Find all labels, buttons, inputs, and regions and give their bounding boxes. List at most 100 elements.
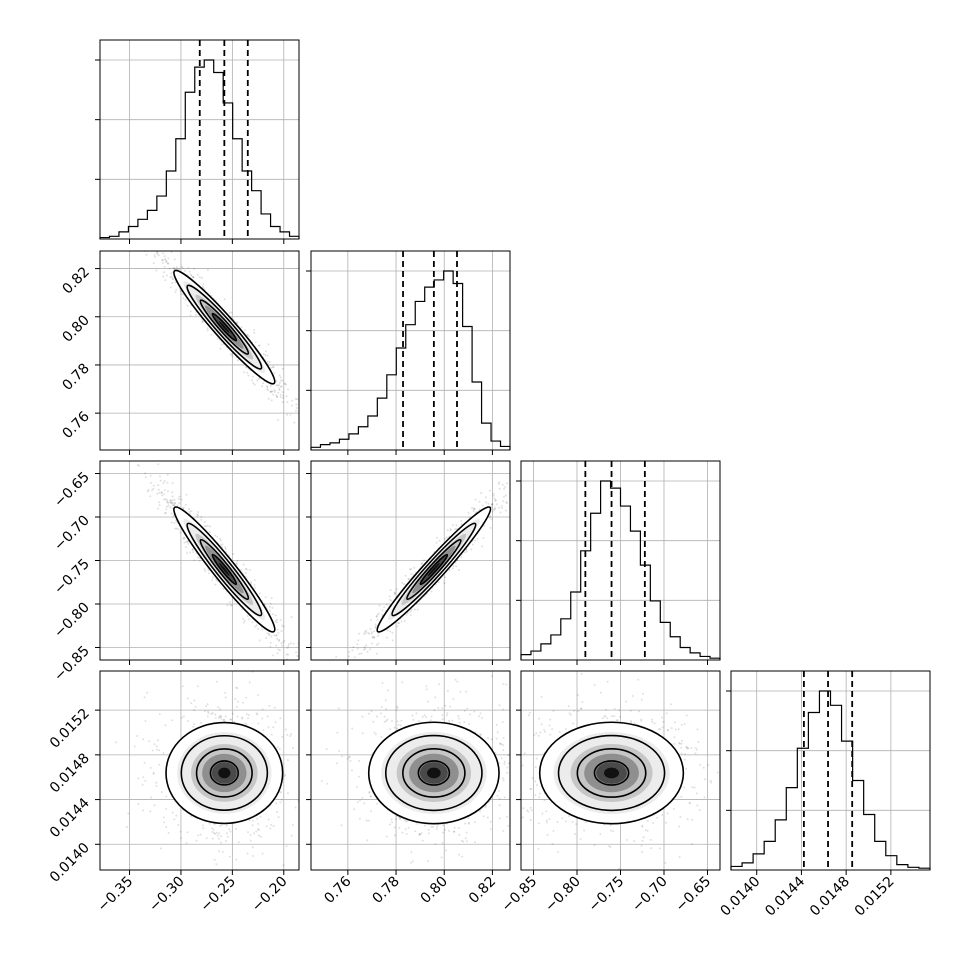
sample-point — [198, 276, 201, 279]
sample-point — [193, 267, 195, 270]
sample-point — [276, 396, 279, 398]
sample-point — [163, 493, 165, 496]
sample-point — [235, 562, 238, 565]
sample-point — [153, 255, 156, 258]
sample-point — [374, 733, 377, 736]
sample-point — [251, 824, 254, 827]
sample-point — [218, 850, 220, 853]
sample-point — [166, 499, 169, 501]
sample-point — [142, 776, 145, 779]
sample-point — [236, 321, 239, 324]
sample-point — [425, 716, 427, 719]
sample-point — [377, 634, 379, 637]
sample-point — [156, 492, 159, 495]
sample-point — [146, 691, 149, 694]
sample-point — [400, 620, 403, 623]
sample-point — [436, 536, 438, 539]
sample-point — [202, 320, 204, 323]
sample-point — [335, 656, 338, 658]
sample-point — [529, 787, 532, 790]
sample-point — [513, 477, 515, 479]
sample-point — [271, 606, 274, 609]
sample-point — [642, 836, 645, 839]
sample-point — [264, 350, 267, 353]
sample-point — [219, 347, 222, 350]
sample-point — [576, 694, 579, 697]
sample-point — [468, 821, 470, 824]
sample-point — [155, 781, 158, 784]
sample-point — [498, 804, 501, 807]
sample-point — [266, 389, 269, 392]
sample-point — [490, 503, 493, 506]
sample-point — [184, 269, 186, 272]
sample-point — [244, 722, 247, 725]
density-panel-4-2 — [320, 675, 510, 864]
sample-point — [228, 601, 231, 603]
sample-point — [593, 844, 596, 847]
sample-point — [182, 297, 185, 300]
sample-point — [251, 379, 253, 382]
sample-point — [388, 630, 391, 633]
sample-point — [396, 706, 399, 709]
sample-point — [380, 706, 383, 708]
sample-point — [173, 229, 175, 231]
sample-point — [405, 833, 408, 835]
sample-point — [225, 832, 228, 835]
sample-point — [292, 642, 295, 645]
sample-point — [257, 722, 260, 725]
sample-point — [539, 792, 541, 795]
sample-point — [253, 832, 256, 835]
sample-point — [465, 550, 468, 553]
sample-point — [270, 390, 272, 393]
sample-point — [269, 385, 272, 387]
sample-point — [385, 708, 388, 711]
sample-point — [410, 861, 413, 864]
sample-point — [177, 497, 180, 500]
sample-point — [273, 634, 276, 637]
sample-point — [385, 603, 388, 606]
sample-point — [474, 539, 477, 542]
sample-point — [259, 815, 262, 818]
sample-point — [207, 710, 210, 713]
sample-point — [162, 816, 165, 819]
sample-point — [423, 714, 426, 717]
contour-line-4 — [419, 553, 449, 586]
sample-point — [245, 723, 248, 726]
sample-point — [280, 385, 283, 388]
sample-point — [249, 834, 252, 836]
sample-point — [287, 645, 290, 648]
sample-point — [522, 466, 524, 468]
sample-point — [275, 621, 278, 624]
sample-point — [272, 366, 275, 369]
sample-point — [156, 252, 159, 255]
sample-point — [657, 728, 660, 731]
sample-point — [165, 261, 168, 264]
sample-point — [358, 653, 361, 655]
sample-point — [389, 823, 391, 826]
sample-point — [148, 240, 150, 242]
sample-point — [157, 484, 160, 487]
sample-point — [282, 394, 284, 397]
sample-point — [270, 399, 273, 402]
sample-point — [217, 706, 220, 709]
sample-point — [180, 265, 183, 268]
sample-point — [369, 648, 371, 651]
sample-point — [372, 635, 374, 638]
sample-point — [489, 515, 492, 518]
sample-point — [214, 583, 217, 586]
sample-point — [188, 270, 191, 273]
sample-point — [257, 657, 259, 659]
sample-point — [193, 699, 196, 702]
sample-point — [364, 632, 367, 635]
sample-point — [218, 715, 221, 718]
sample-point — [290, 616, 293, 619]
sample-point — [502, 737, 505, 739]
sample-point — [448, 719, 451, 722]
sample-point — [179, 290, 182, 293]
sample-point — [282, 864, 285, 867]
sample-point — [154, 247, 156, 249]
sample-point — [212, 576, 214, 579]
sample-point — [388, 595, 391, 598]
sample-point — [348, 651, 351, 653]
sample-point — [220, 715, 223, 718]
